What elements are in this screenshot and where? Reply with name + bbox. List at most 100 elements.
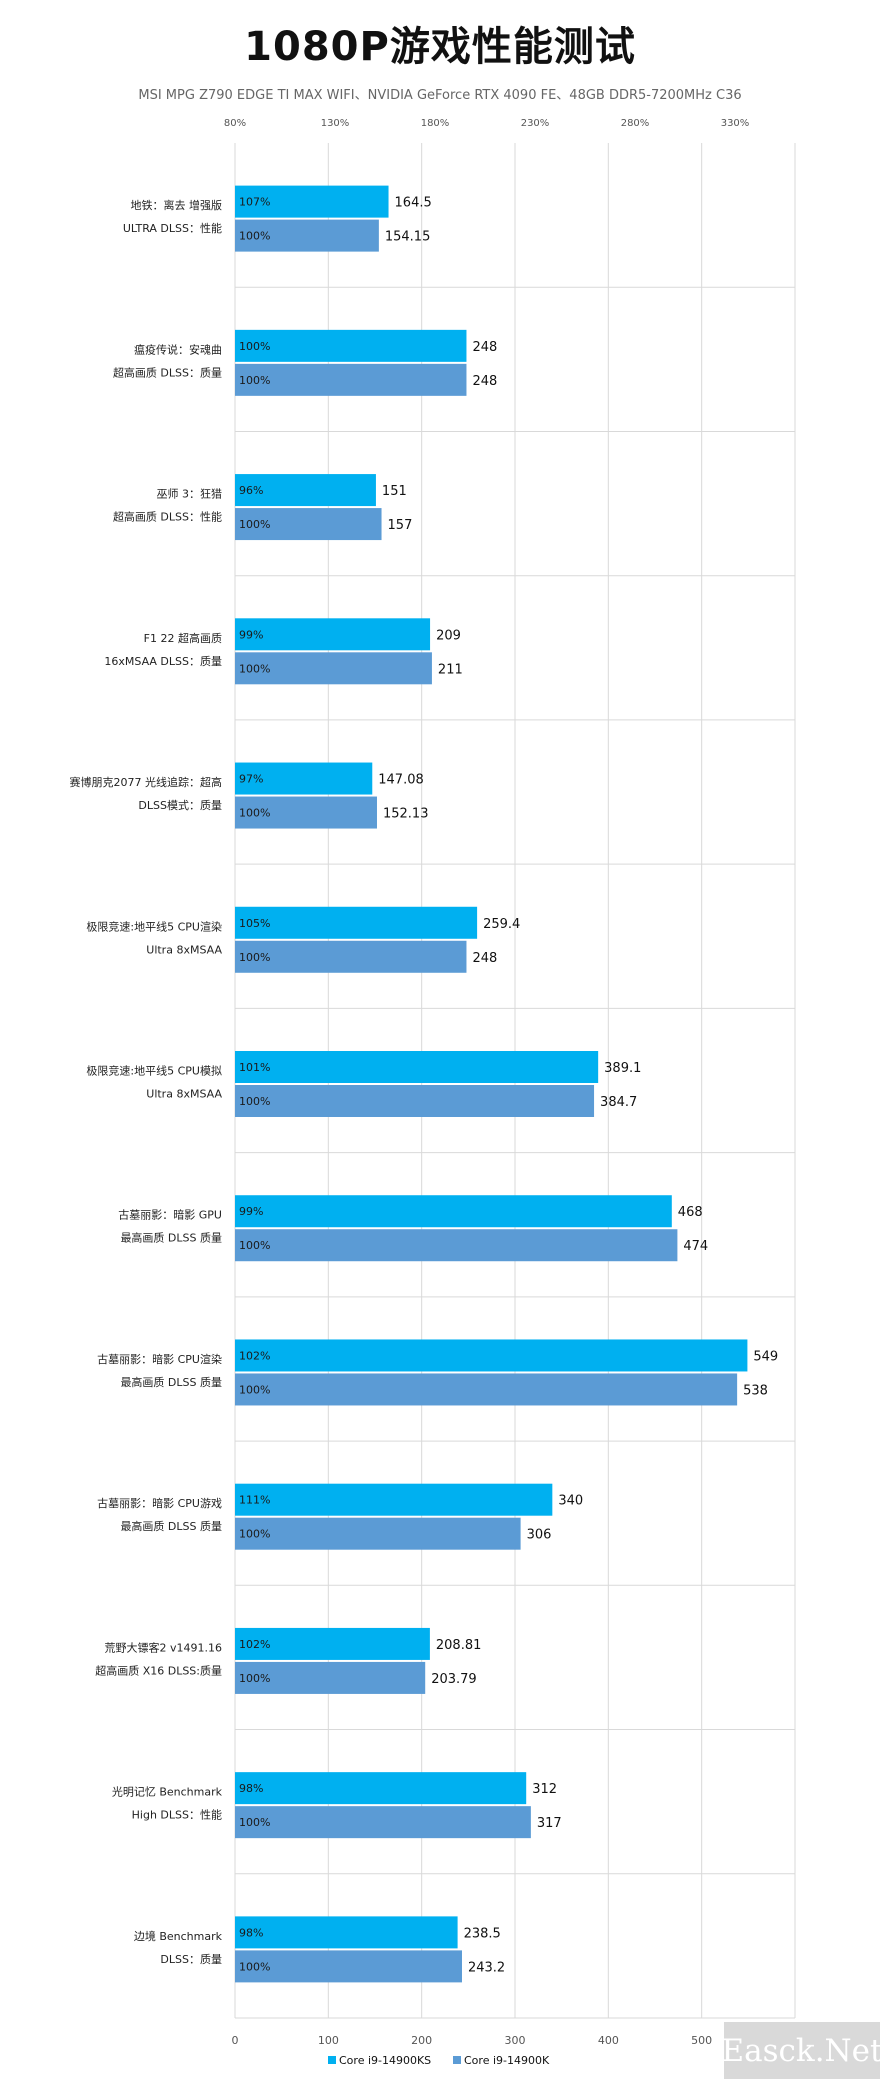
bar: [235, 219, 379, 252]
category-label: ULTRA DLSS：性能: [123, 221, 222, 235]
bar: [235, 652, 432, 685]
bar-percent-label: 99%: [239, 1205, 263, 1218]
bar-percent-label: 102%: [239, 1349, 270, 1362]
bar-value-label: 147.08: [378, 773, 424, 788]
bar-value-label: 157: [388, 518, 413, 533]
bar-value-label: 248: [472, 951, 497, 966]
bar: [235, 1517, 521, 1550]
bar-value-label: 152.13: [383, 807, 429, 822]
bar: [235, 1916, 458, 1949]
bar-percent-label: 107%: [239, 196, 270, 209]
x-tick-label: 200: [411, 2034, 432, 2047]
bar-value-label: 317: [537, 1816, 562, 1831]
bar-value-label: 238.5: [464, 1926, 501, 1941]
bar-percent-label: 102%: [239, 1638, 270, 1651]
category-label: 古墓丽影：暗影 CPU渲染: [97, 1352, 222, 1366]
category-label: 超高画质 X16 DLSS:质量: [95, 1663, 222, 1677]
legend-label: Core i9-14900K: [464, 2054, 550, 2067]
top-tick-label: 80%: [224, 118, 246, 129]
bar-percent-label: 97%: [239, 773, 263, 786]
bar-percent-label: 101%: [239, 1061, 270, 1074]
bar-value-label: 154.15: [385, 230, 431, 245]
bar-value-label: 340: [558, 1494, 583, 1509]
bar: [235, 508, 382, 541]
bar-percent-label: 100%: [239, 951, 270, 964]
bar: [235, 1195, 672, 1228]
bar: [235, 1806, 531, 1839]
bar-percent-label: 100%: [239, 1528, 270, 1541]
category-label: Ultra 8xMSAA: [146, 943, 222, 956]
legend-swatch: [328, 2056, 336, 2064]
bar: [235, 796, 377, 829]
category-label: 边境 Benchmark: [134, 1929, 223, 1943]
bar-percent-label: 96%: [239, 484, 263, 497]
top-tick-label: 230%: [521, 118, 550, 129]
bar-value-label: 208.81: [436, 1638, 482, 1653]
category-label: 赛博朋克2077 光线追踪：超高: [70, 775, 223, 789]
bar-percent-label: 100%: [239, 230, 270, 243]
x-tick-label: 100: [318, 2034, 339, 2047]
category-label: F1 22 超高画质: [144, 631, 222, 645]
category-label: High DLSS：性能: [132, 1808, 222, 1822]
bar-percent-label: 100%: [239, 1816, 270, 1829]
legend-swatch: [453, 2056, 461, 2064]
bar-percent-label: 98%: [239, 1926, 263, 1939]
category-label: 光明记忆 Benchmark: [112, 1785, 223, 1799]
bar: [235, 1339, 748, 1372]
bar-percent-label: 98%: [239, 1782, 263, 1795]
category-label: 16xMSAA DLSS：质量: [104, 655, 222, 668]
bar-percent-label: 100%: [239, 807, 270, 820]
bar-value-label: 389.1: [604, 1061, 641, 1076]
bar-value-label: 474: [683, 1239, 708, 1254]
bar-value-label: 209: [436, 628, 461, 643]
top-tick-label: 180%: [421, 118, 450, 129]
bar-percent-label: 100%: [239, 1672, 270, 1685]
bar: [235, 906, 478, 939]
bar-percent-label: 100%: [239, 1383, 270, 1396]
bar-percent-label: 100%: [239, 1095, 270, 1108]
bar-value-label: 203.79: [431, 1672, 477, 1687]
bar-percent-label: 100%: [239, 1239, 270, 1252]
bar: [235, 363, 467, 396]
category-label: 地铁：离去 增强版: [131, 198, 223, 212]
category-label: 巫师 3：狂猎: [157, 487, 223, 501]
legend-label: Core i9-14900KS: [339, 2054, 431, 2067]
bar-percent-label: 100%: [239, 1960, 270, 1973]
bar: [235, 474, 376, 507]
bar-percent-label: 99%: [239, 628, 263, 641]
x-tick-label: 0: [232, 2034, 239, 2047]
category-label: 最高画质 DLSS 质量: [120, 1231, 222, 1245]
category-label: Ultra 8xMSAA: [146, 1088, 222, 1101]
top-tick-label: 330%: [721, 118, 750, 129]
page-subtitle: MSI MPG Z790 EDGE TI MAX WIFI、NVIDIA GeF…: [138, 88, 742, 103]
category-label: 超高画质 DLSS：质量: [113, 365, 222, 379]
bar: [235, 762, 373, 795]
x-tick-label: 500: [691, 2034, 712, 2047]
bar-percent-label: 100%: [239, 374, 270, 387]
bar-value-label: 164.5: [395, 196, 432, 211]
category-label: 古墓丽影：暗影 GPU: [118, 1208, 222, 1222]
bar: [235, 1085, 595, 1117]
bar: [235, 1483, 553, 1516]
bar-value-label: 384.7: [600, 1095, 637, 1110]
x-tick-label: 300: [505, 2034, 526, 2047]
bar: [235, 1627, 430, 1660]
bar: [235, 940, 467, 973]
category-label: 极限竞速:地平线5 CPU模拟: [86, 1064, 222, 1078]
bar: [235, 1051, 599, 1083]
bar-value-label: 248: [472, 374, 497, 389]
category-label: 瘟疫传说：安魂曲: [134, 342, 222, 356]
bar-value-label: 211: [438, 662, 463, 677]
bar-value-label: 306: [527, 1528, 552, 1543]
bar: [235, 185, 389, 218]
bar: [235, 1373, 738, 1406]
bar-value-label: 312: [532, 1782, 557, 1797]
bar-value-label: 248: [472, 340, 497, 355]
bar-percent-label: 105%: [239, 917, 270, 930]
bar-value-label: 538: [743, 1383, 768, 1398]
bar: [235, 1229, 678, 1262]
bar: [235, 618, 431, 651]
bar: [235, 1661, 426, 1694]
top-tick-label: 280%: [621, 118, 650, 129]
